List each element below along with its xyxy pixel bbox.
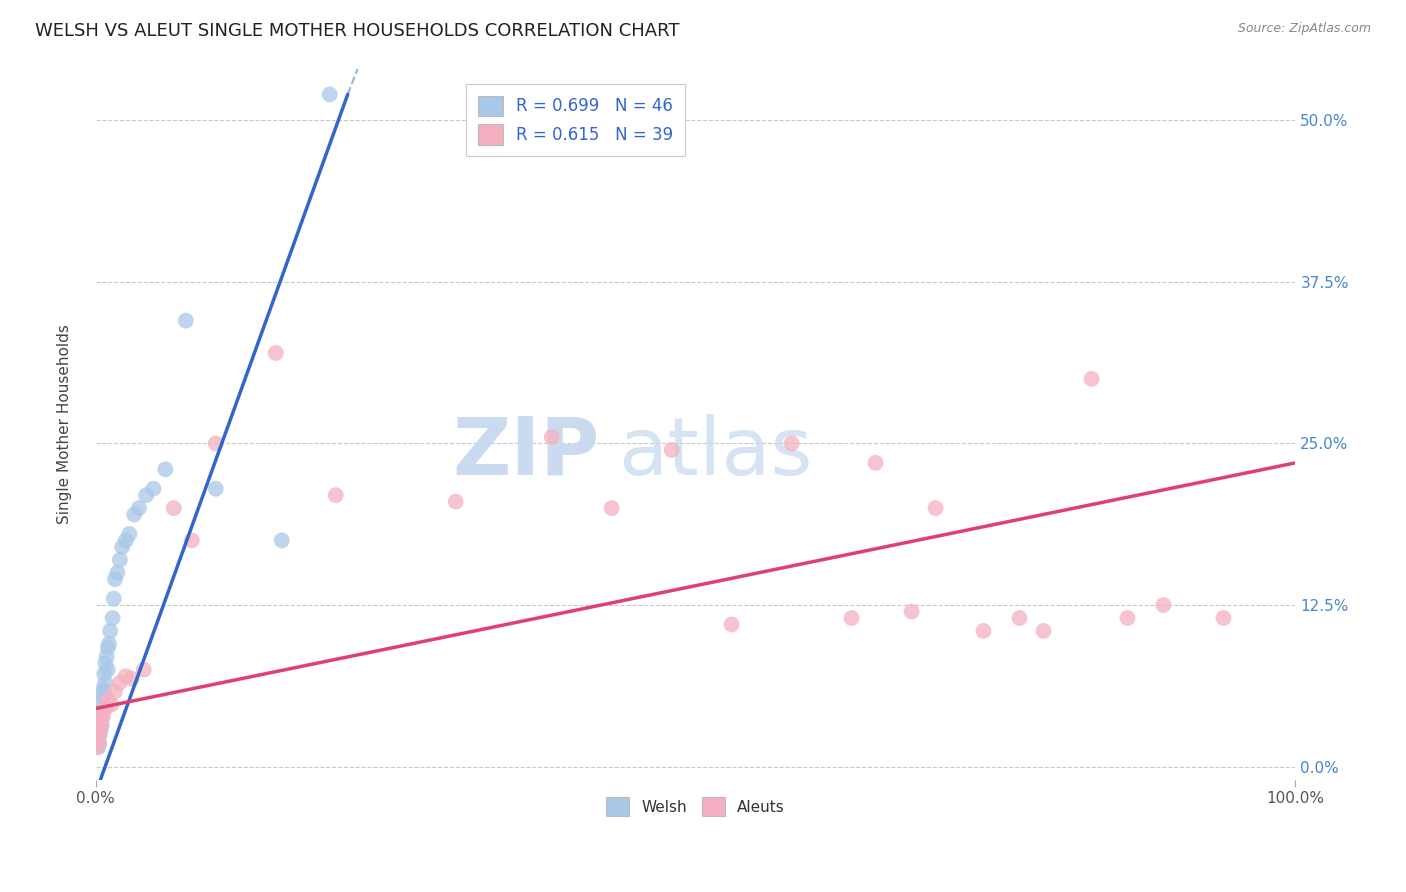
Point (1153, 598, 1175, 612)
Point (89, 708, 111, 723)
Point (108, 675, 131, 690)
Text: WELSH VS ALEUT SINGLE MOTHER HOUSEHOLDS CORRELATION CHART: WELSH VS ALEUT SINGLE MOTHER HOUSEHOLDS … (35, 22, 679, 40)
Point (90, 695, 112, 709)
Point (142, 482, 165, 496)
Point (89, 714, 111, 729)
Point (87, 736, 110, 750)
Point (87, 714, 110, 729)
Point (91, 710, 114, 724)
Legend: Welsh, Aleuts: Welsh, Aleuts (598, 789, 794, 825)
Point (720, 617, 742, 632)
Point (600, 501, 623, 516)
Point (780, 436, 803, 450)
Point (100, 698, 122, 712)
Point (270, 533, 292, 548)
Point (444, 494, 467, 508)
Text: ZIP: ZIP (453, 414, 599, 491)
Point (264, 346, 287, 360)
Point (90, 718, 112, 732)
Point (111, 540, 134, 554)
Point (90, 708, 112, 723)
Point (108, 553, 131, 567)
Point (122, 508, 145, 522)
Point (104, 684, 127, 698)
Point (104, 572, 127, 586)
Point (90, 718, 112, 732)
Point (96, 649, 118, 664)
Point (90, 689, 112, 703)
Y-axis label: Single Mother Households: Single Mother Households (58, 324, 72, 524)
Point (180, 533, 202, 548)
Point (204, 436, 226, 450)
Point (86, 721, 108, 735)
Point (163, 501, 186, 516)
Point (90, 710, 112, 724)
Point (91, 701, 114, 715)
Point (97, 663, 120, 677)
Point (87, 723, 110, 738)
Point (94, 657, 117, 671)
Point (89, 718, 111, 732)
Point (114, 533, 136, 548)
Point (973, 624, 995, 638)
Point (132, 663, 155, 677)
Point (93, 666, 115, 681)
Point (89, 727, 111, 741)
Text: atlas: atlas (617, 414, 813, 491)
Point (101, 611, 124, 625)
Point (114, 669, 136, 683)
Point (91, 682, 114, 697)
Point (924, 501, 946, 516)
Point (204, 482, 226, 496)
Point (90, 706, 112, 720)
Point (1212, 611, 1234, 625)
Point (90, 723, 112, 738)
Point (87, 740, 110, 755)
Point (86, 734, 108, 748)
Point (86, 734, 108, 748)
Point (1008, 611, 1031, 625)
Point (93, 684, 115, 698)
Point (121, 672, 143, 686)
Point (97, 692, 120, 706)
Point (1116, 611, 1139, 625)
Point (86, 727, 108, 741)
Point (98, 624, 121, 638)
Point (98, 637, 121, 651)
Point (87, 731, 110, 746)
Point (105, 566, 128, 580)
Point (900, 605, 922, 619)
Point (865, 456, 887, 470)
Point (128, 501, 150, 516)
Point (1032, 624, 1054, 638)
Point (661, 442, 683, 457)
Point (118, 527, 141, 541)
Point (94, 675, 117, 690)
Point (841, 611, 863, 625)
Point (103, 591, 125, 606)
Point (135, 488, 157, 502)
Point (540, 430, 562, 444)
Point (1080, 372, 1102, 386)
Point (174, 313, 197, 327)
Point (155, 462, 177, 476)
Point (319, 87, 342, 102)
Point (94, 701, 117, 715)
Point (87, 736, 110, 750)
Point (89, 727, 111, 741)
Point (87, 723, 110, 738)
Point (97, 640, 120, 655)
Point (325, 488, 347, 502)
Point (89, 736, 111, 750)
Text: Source: ZipAtlas.com: Source: ZipAtlas.com (1237, 22, 1371, 36)
Point (86, 740, 108, 755)
